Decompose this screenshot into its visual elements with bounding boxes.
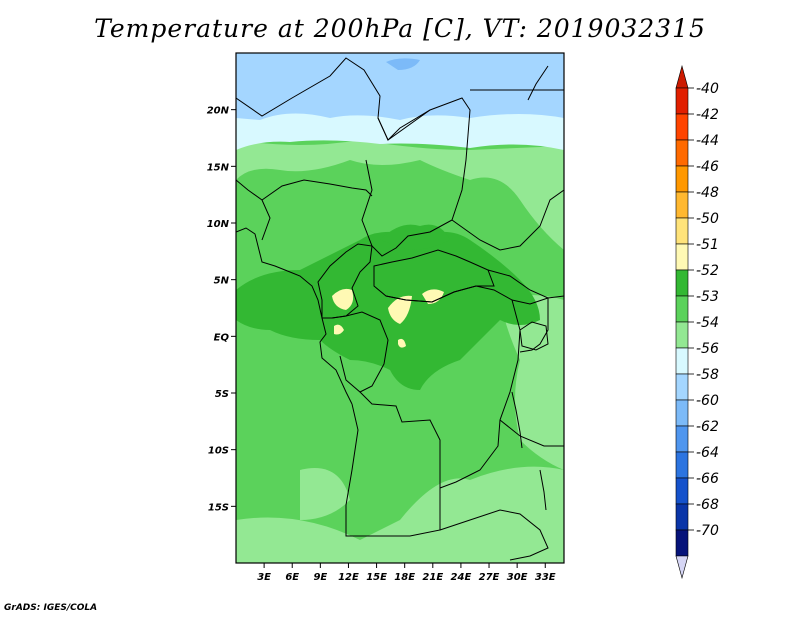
colorbar-swatch (675, 477, 689, 505)
colorbar-label: -53 (696, 289, 719, 305)
lon-tick-label: 9E (313, 572, 327, 583)
lon-tick-label: 21E (422, 572, 443, 583)
field-54-sahara (236, 140, 564, 250)
field-60-spot (386, 58, 420, 70)
lon-tick-label: 18E (394, 572, 415, 583)
colorbar-swatch (675, 191, 689, 219)
colorbar-label: -46 (696, 159, 719, 175)
lat-tick-label: 5S (215, 389, 229, 400)
colorbar-label: -54 (696, 315, 719, 331)
colorbar-swatch (675, 451, 689, 479)
lake-victoria (519, 321, 549, 351)
colorbar-label: -56 (696, 341, 719, 357)
colorbar-swatch (675, 87, 689, 115)
border-angola (345, 403, 441, 537)
colorbar-label: -51 (696, 237, 719, 253)
field-54-east (500, 295, 564, 470)
border-niger-nigeria (261, 179, 373, 201)
colorbar-label: -70 (696, 523, 719, 539)
lake-tanganyika (511, 391, 523, 449)
colorbar-swatch (675, 321, 689, 349)
border-congo (331, 311, 389, 393)
grads-credit: GrADS: IGES/COLA (4, 603, 98, 613)
latitude-axis: 20N 15N 10N 5N EQ 5S 10S 15S (207, 106, 236, 513)
field-51-a (332, 288, 354, 310)
border-chad-libya (377, 109, 431, 141)
colorbar-swatch (675, 347, 689, 375)
colorbar-label: -52 (696, 263, 719, 279)
colorbar-label: -42 (696, 107, 719, 123)
colorbar-label: -48 (696, 185, 719, 201)
lat-tick-label: 15N (207, 162, 230, 173)
colorbar-label: -62 (696, 419, 719, 435)
colorbar-swatch (675, 425, 689, 453)
field-58-north (236, 53, 564, 120)
border-west-africa (236, 179, 271, 241)
lat-tick-label: 15S (208, 502, 229, 513)
colorbar-swatch (675, 399, 689, 427)
colorbar-bottom-arrow (675, 555, 689, 580)
border-south-sudan (487, 269, 564, 299)
border-uganda-kenya (511, 297, 549, 353)
lat-tick-label: 5N (214, 276, 230, 287)
lon-tick-label: 27E (479, 572, 500, 583)
red-sea-coast (527, 65, 549, 101)
lon-tick-label: 6E (285, 572, 299, 583)
coastline-west (236, 227, 353, 405)
colorbar-swatch (675, 503, 689, 531)
plot-title: Temperature at 200hPa [C], VT: 201903231… (94, 14, 706, 43)
colorbar-label: -68 (696, 497, 719, 513)
lake-malawi (539, 469, 547, 511)
plot-frame (235, 52, 565, 564)
country-borders (236, 57, 564, 561)
border-cameroon (317, 243, 373, 319)
colorbar-swatch (675, 529, 689, 557)
longitude-axis: 3E 6E 9E 12E 15E 18E 21E 24E 27E 30E 33E (257, 563, 556, 583)
lat-tick-label: 20N (207, 106, 230, 117)
lat-tick-label: 10N (207, 219, 230, 230)
colorbar-label: -40 (696, 81, 719, 97)
colorbar-swatch (675, 269, 689, 297)
field-52-central (236, 231, 540, 390)
field-51-c (422, 289, 444, 304)
field-51-d (334, 324, 344, 335)
lon-tick-label: 33E (535, 572, 556, 583)
colorbar-swatch (675, 217, 689, 245)
lat-tick-label: EQ (214, 332, 230, 343)
colorbar-swatch (675, 373, 689, 401)
colorbar: -40 -42 -44 -46 -48 -50 -51 -52 -53 -54 -56 -58 -60 -… (675, 64, 719, 580)
colorbar-swatch (675, 113, 689, 141)
colorbar-label: -60 (696, 393, 719, 409)
colorbar-swatch (675, 165, 689, 193)
border-zambia (439, 509, 549, 561)
field-54-south (236, 466, 564, 563)
colorbar-label: -66 (696, 471, 719, 487)
lon-tick-label: 12E (338, 572, 359, 583)
field-51-b (388, 295, 412, 324)
colorbar-swatch (675, 243, 689, 271)
border-east (499, 419, 564, 447)
colorbar-label: -44 (696, 133, 719, 149)
colorbar-label: -64 (696, 445, 719, 461)
temperature-field (236, 53, 564, 563)
border-chad (361, 159, 453, 257)
colorbar-top-arrow (675, 64, 689, 89)
lon-tick-label: 24E (451, 572, 472, 583)
border-sudan (451, 189, 564, 251)
lat-tick-label: 10S (208, 446, 229, 457)
lon-tick-label: 30E (507, 572, 528, 583)
colorbar-swatch (675, 139, 689, 167)
colorbar-swatch (675, 295, 689, 323)
colorbar-label: -50 (696, 211, 719, 227)
lon-tick-label: 15E (366, 572, 387, 583)
lon-tick-label: 3E (257, 572, 271, 583)
field-54-southwest (300, 468, 350, 520)
colorbar-label: -58 (696, 367, 719, 383)
field-51-e (398, 338, 406, 348)
